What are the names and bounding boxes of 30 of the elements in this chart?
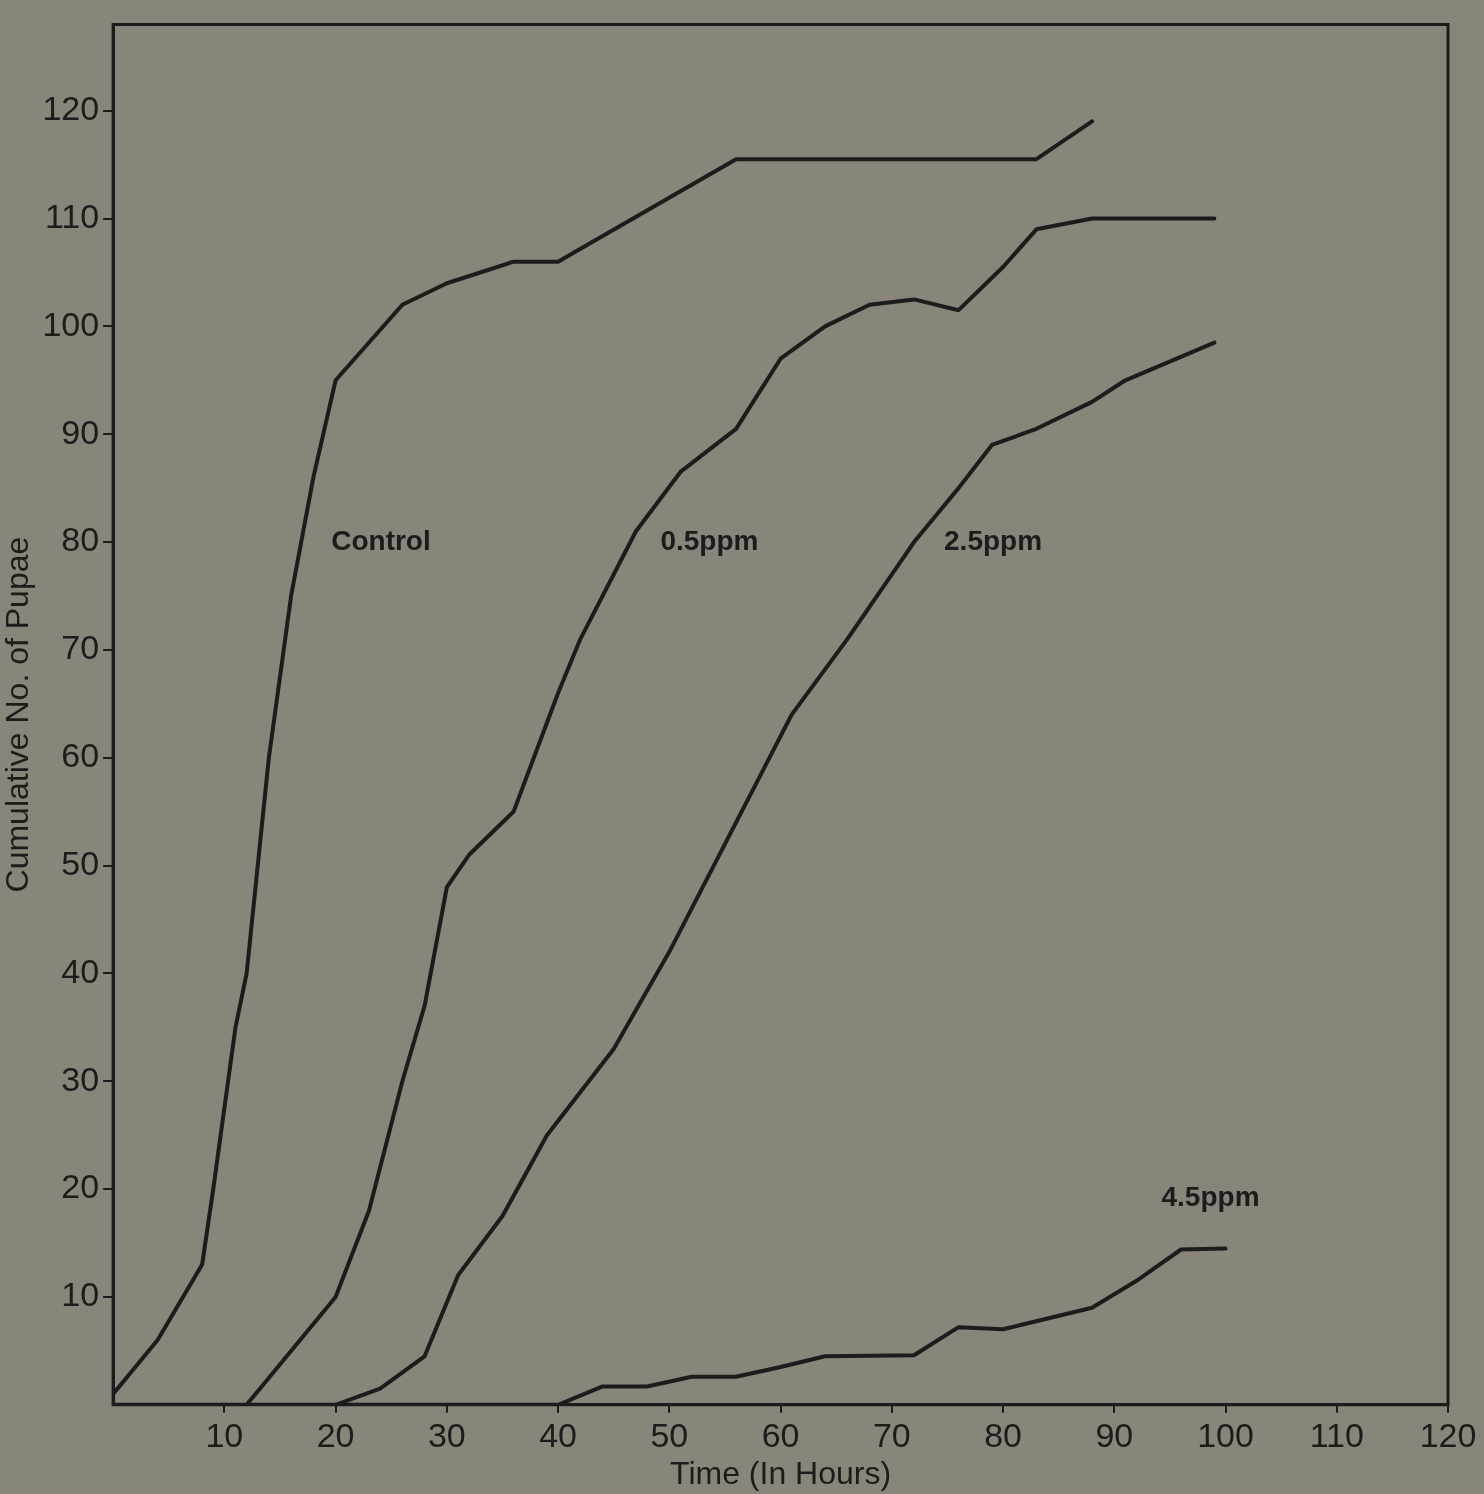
y-tick-label: 120 <box>42 89 100 128</box>
x-tick-label: 10 <box>205 1415 244 1454</box>
y-axis-title: Cumulative No. of Pupae <box>0 536 36 893</box>
x-tick-label: 100 <box>1197 1415 1254 1454</box>
series-label: 0.5ppm <box>660 524 759 556</box>
y-tick-label: 10 <box>61 1275 100 1314</box>
series-label: 2.5ppm <box>944 524 1043 556</box>
x-tick-label: 40 <box>539 1415 577 1454</box>
y-tick-label: 50 <box>61 843 100 882</box>
series-label: Control <box>331 524 431 556</box>
y-tick-label: 60 <box>61 736 100 775</box>
y-tick-label: 40 <box>61 951 100 990</box>
x-tick-label: 30 <box>427 1415 466 1454</box>
x-tick-label: 90 <box>1095 1415 1134 1454</box>
x-axis-title: Time (In Hours) <box>670 1454 892 1491</box>
x-tick-label: 20 <box>316 1415 355 1454</box>
y-tick-label: 80 <box>61 520 100 559</box>
x-tick-label: 80 <box>984 1415 1022 1454</box>
x-tick-label: 60 <box>761 1415 800 1454</box>
x-tick-label: 50 <box>650 1415 689 1454</box>
y-tick-label: 110 <box>44 196 100 235</box>
y-tick-label: 20 <box>61 1167 100 1206</box>
series-label: 4.5ppm <box>1161 1181 1260 1213</box>
y-tick-label: 100 <box>42 304 100 343</box>
y-tick-label: 70 <box>61 628 100 667</box>
x-tick-label: 120 <box>1419 1415 1477 1454</box>
y-tick-label: 30 <box>61 1059 100 1098</box>
x-tick-label: 70 <box>872 1415 911 1454</box>
y-tick-label: 90 <box>61 412 100 451</box>
x-tick-label: 110 <box>1309 1415 1364 1454</box>
